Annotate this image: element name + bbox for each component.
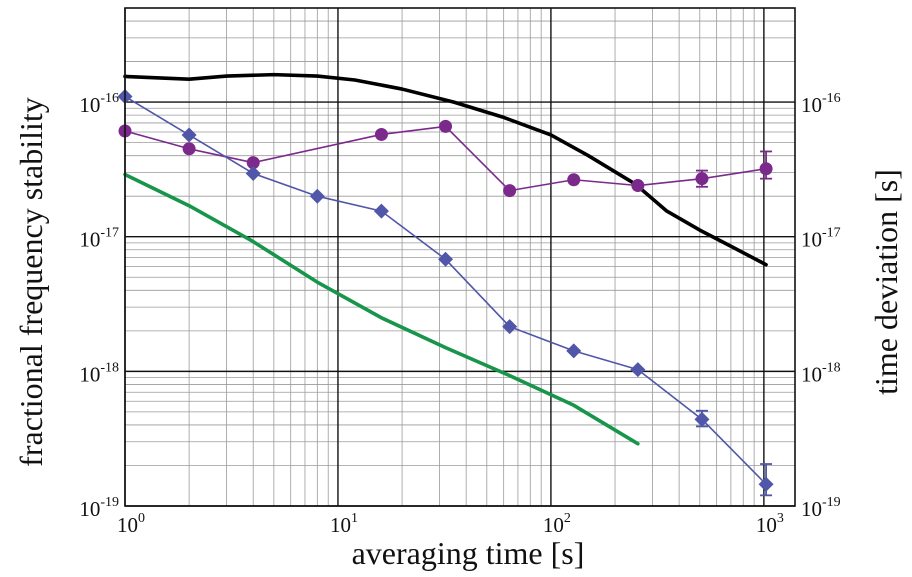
series-3-point	[245, 165, 261, 181]
series-1-line	[123, 172, 640, 446]
series-2-point	[567, 173, 581, 187]
series-3-point	[438, 251, 454, 267]
plot-area	[125, 8, 795, 506]
y-tick-label: 10-17	[79, 226, 119, 252]
series-2-point	[182, 142, 196, 156]
x-tick-label: 103	[756, 511, 784, 537]
series-2-point	[246, 156, 260, 170]
series-3-point	[309, 188, 325, 204]
tick-labels: 100 101 102 103 10-16 10-17 10-18 10-19 10-16 10-…	[79, 91, 840, 537]
x-axis-title: averaging time [s]	[352, 535, 585, 571]
series-2-point	[374, 127, 388, 141]
y2-axis-title: time deviation [s]	[868, 169, 904, 395]
series-2-point	[439, 119, 453, 133]
series-3-point	[694, 411, 710, 427]
series-2-line	[124, 125, 767, 192]
plot-background	[125, 8, 795, 506]
y-tick-label: 10-19	[79, 495, 119, 521]
series-3-point	[502, 319, 518, 335]
series-2-point	[695, 172, 709, 186]
plot-border	[124, 7, 796, 507]
y2-tick-label: 10-18	[801, 360, 841, 386]
x-tick-label: 102	[543, 511, 571, 537]
y-tick-label: 10-18	[79, 360, 119, 386]
y2-tick-label: 10-17	[801, 226, 841, 252]
series-3-point	[181, 127, 197, 143]
series-3-point	[373, 203, 389, 219]
y-tick-label: 10-16	[79, 91, 119, 117]
plot-frame	[124, 7, 796, 507]
series-3-point	[630, 362, 646, 378]
y2-tick-label: 10-19	[801, 495, 841, 521]
series-2-point	[631, 179, 645, 193]
series-2-point	[503, 184, 517, 198]
series-3-point	[758, 476, 774, 492]
y-axis-title: fractional frequency stability	[13, 97, 49, 467]
x-tick-label: 100	[117, 511, 145, 537]
series-layer	[117, 72, 774, 497]
x-tick-label: 101	[330, 511, 358, 537]
series-3-point	[566, 343, 582, 359]
y2-tick-label: 10-16	[801, 91, 841, 117]
series-2-point	[759, 162, 773, 176]
minor-gridlines	[125, 7, 795, 506]
series-0-line	[123, 72, 768, 267]
